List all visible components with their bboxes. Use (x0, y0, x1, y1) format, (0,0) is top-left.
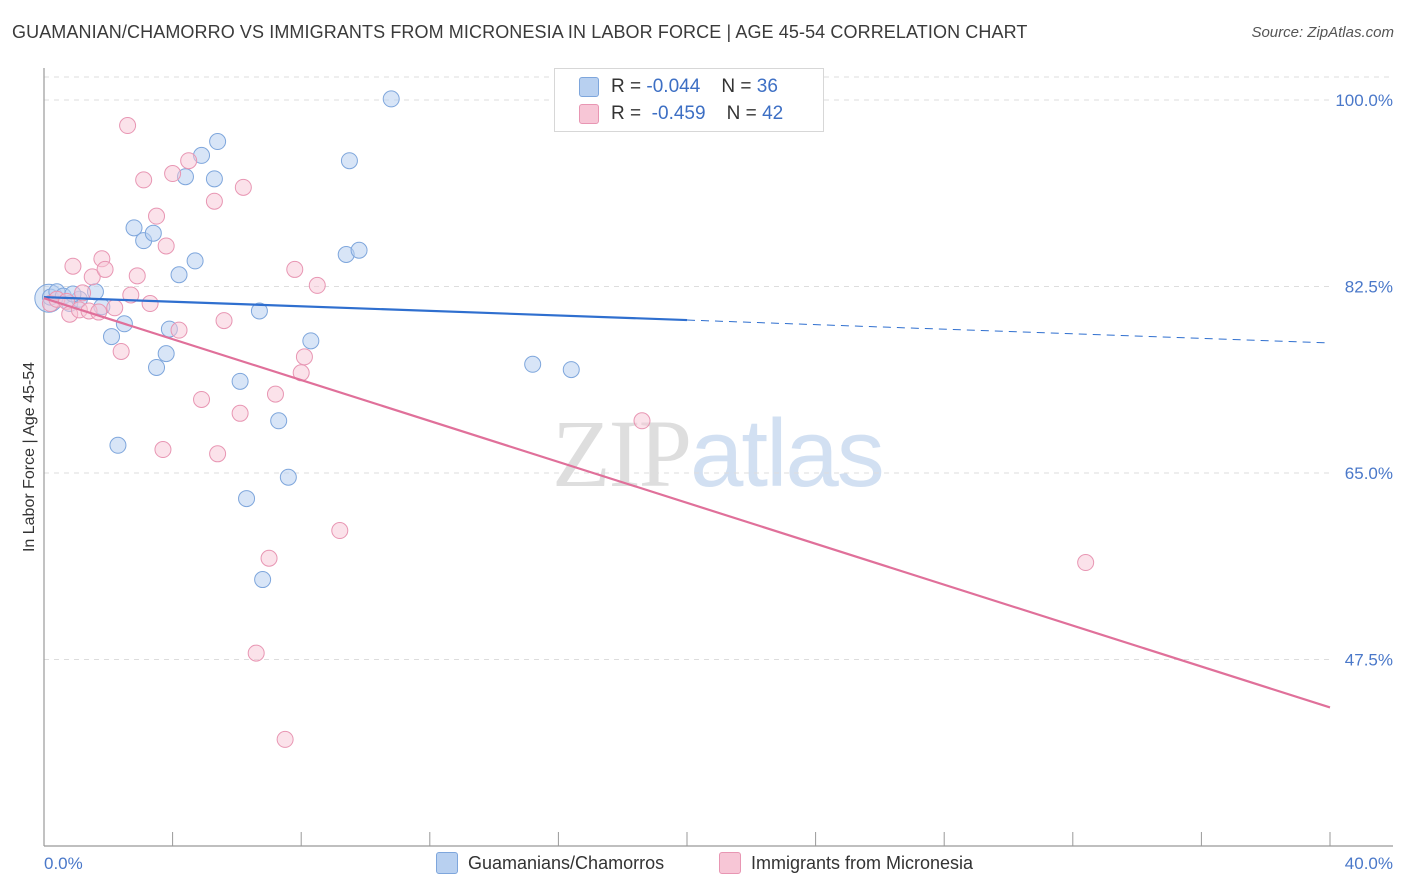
bottom-legend-swatch-pink (719, 852, 741, 874)
point-micronesia (286, 260, 304, 278)
source-credit: Source: ZipAtlas.com (1251, 24, 1394, 41)
point-micronesia (234, 178, 252, 196)
legend-swatch-blue (579, 77, 599, 97)
point-micronesia (193, 390, 211, 408)
trend-layer (43, 296, 1331, 709)
point-micronesia (215, 312, 233, 330)
legend-n-value: 36 (756, 76, 778, 97)
point-guamanians (340, 152, 358, 170)
point-guamanians (302, 332, 320, 350)
watermark: ZIPatlas (552, 398, 885, 509)
legend-r-value: -0.459 (651, 103, 706, 124)
point-micronesia (64, 257, 82, 275)
point-guamanians (103, 328, 121, 346)
point-micronesia (1077, 554, 1095, 572)
bottom-legend-label-micronesia: Immigrants from Micronesia (751, 852, 974, 873)
point-micronesia (231, 404, 249, 422)
x-tick-label: 40.0% (1345, 854, 1393, 873)
point-guamanians (170, 266, 188, 284)
point-guamanians (270, 412, 288, 430)
point-guamanians (157, 345, 175, 363)
point-micronesia (83, 268, 101, 286)
point-guamanians (209, 133, 227, 151)
legend-n-label: N = (721, 76, 752, 97)
point-micronesia (164, 165, 182, 183)
point-micronesia (308, 276, 326, 294)
point-micronesia (148, 207, 166, 225)
point-guamanians (205, 170, 223, 188)
point-guamanians (382, 90, 400, 108)
point-micronesia (119, 117, 137, 135)
point-micronesia (247, 644, 265, 662)
point-guamanians (148, 358, 166, 376)
point-micronesia (633, 412, 651, 430)
watermark-atlas: atlas (690, 400, 885, 507)
bottom-legend-label-guamanians: Guamanians/Chamorros (468, 852, 665, 873)
legend-r-label: R = (611, 76, 642, 97)
legend-row-micronesia: R = -0.459 N = 42 (579, 101, 783, 127)
point-guamanians (125, 219, 143, 237)
point-micronesia (141, 295, 159, 313)
point-guamanians (562, 361, 580, 379)
point-micronesia (157, 237, 175, 255)
point-guamanians (254, 571, 272, 589)
legend-r-value: -0.044 (646, 76, 701, 97)
x-tick-label: 0.0% (44, 854, 83, 873)
bottom-legend-guamanians: Guamanians/Chamorros (436, 852, 664, 874)
legend-swatch-pink (579, 104, 599, 124)
point-guamanians (186, 252, 204, 270)
y-tick-label: 47.5% (1345, 650, 1393, 669)
legend-n-label: N = (726, 103, 757, 124)
correlation-legend: R = -0.044 N = 36 R = -0.459 N = 42 (554, 68, 824, 132)
y-axis-label: In Labor Force | Age 45-54 (21, 362, 38, 552)
point-guamanians (109, 436, 127, 454)
point-micronesia (135, 171, 153, 189)
point-guamanians (250, 302, 268, 320)
axis-layer (43, 68, 1393, 847)
point-guamanians (238, 490, 256, 508)
point-guamanians (231, 372, 249, 390)
point-micronesia (112, 342, 130, 360)
point-micronesia (276, 730, 294, 748)
trend-line-micronesia (43, 297, 1331, 709)
point-micronesia (74, 284, 92, 302)
point-micronesia (96, 260, 114, 278)
point-micronesia (106, 299, 124, 317)
point-guamanians (279, 468, 297, 486)
point-micronesia (154, 441, 172, 459)
y-tick-label: 100.0% (1335, 91, 1393, 110)
point-micronesia (128, 267, 146, 285)
grid-layer (44, 76, 1393, 660)
point-guamanians (524, 355, 542, 373)
watermark-zip: ZIP (552, 400, 692, 507)
legend-row-guamanians: R = -0.044 N = 36 (579, 74, 778, 100)
point-micronesia (266, 385, 284, 403)
legend-r-label: R = (611, 103, 642, 124)
y-tick-label: 65.0% (1345, 464, 1393, 483)
point-guamanians (350, 241, 368, 259)
series-guamanians-points (34, 90, 580, 589)
bottom-legend-micronesia: Immigrants from Micronesia (719, 852, 973, 874)
chart-title: GUAMANIAN/CHAMORRO VS IMMIGRANTS FROM MI… (12, 22, 1028, 42)
point-micronesia (260, 549, 278, 567)
point-micronesia (331, 522, 349, 540)
point-micronesia (295, 348, 313, 366)
point-micronesia (209, 445, 227, 463)
trend-line-guamanians (43, 296, 688, 322)
bottom-legend-swatch-blue (436, 852, 458, 874)
point-guamanians (144, 224, 162, 242)
trend-line-guamanians-projected (686, 319, 1331, 344)
point-micronesia (170, 321, 188, 339)
series-micronesia-points (41, 117, 1095, 748)
point-micronesia (180, 152, 198, 170)
point-micronesia (205, 192, 223, 210)
label-layer: 47.5% 65.0% 82.5% 100.0% 0.0% 40.0% In Labor F… (21, 91, 1393, 873)
legend-n-value: 42 (762, 103, 784, 124)
y-tick-label: 82.5% (1345, 277, 1393, 296)
